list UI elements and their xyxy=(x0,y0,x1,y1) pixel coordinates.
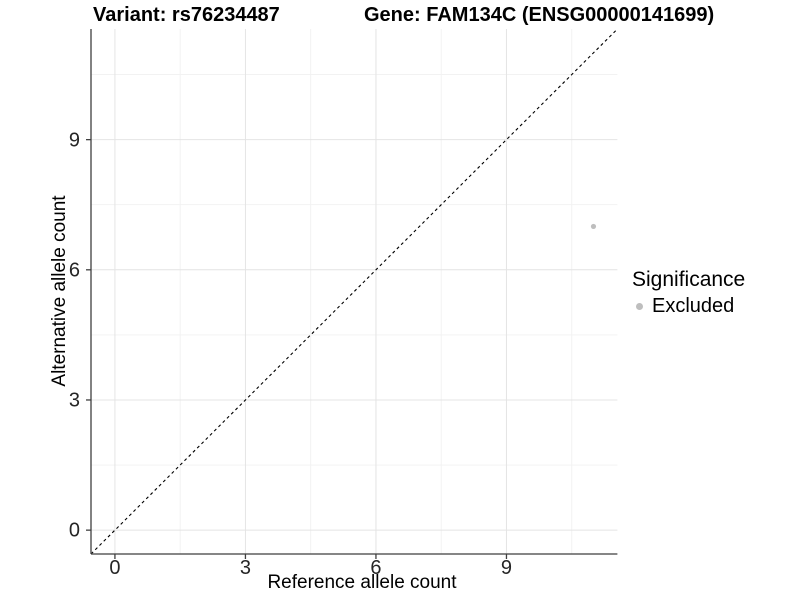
legend-item-label: Excluded xyxy=(652,295,735,318)
x-axis-title: Reference allele count xyxy=(267,572,457,593)
x-tick-label: 9 xyxy=(500,557,513,579)
legend-title: Significance xyxy=(632,268,746,291)
x-tick-label: 0 xyxy=(109,557,121,579)
plot-title-variant: Variant: rs76234487 xyxy=(93,4,280,26)
legend: Significance Excluded xyxy=(632,268,745,317)
identity-line xyxy=(90,28,618,555)
legend-item-excluded: Excluded xyxy=(632,295,745,317)
plot-title-gene: Gene: FAM134C (ENSG00000141699) xyxy=(364,4,715,26)
y-tick-label: 3 xyxy=(68,389,80,412)
y-axis-title: Alternative allele count xyxy=(49,195,70,387)
y-tick-label: 0 xyxy=(68,519,80,542)
data-point xyxy=(590,223,597,230)
y-tick-label: 6 xyxy=(68,259,80,282)
x-tick-label: 3 xyxy=(239,557,251,579)
x-tick-label: 6 xyxy=(370,557,382,579)
y-tick-label: 9 xyxy=(68,129,80,152)
legend-point-icon xyxy=(636,302,643,310)
